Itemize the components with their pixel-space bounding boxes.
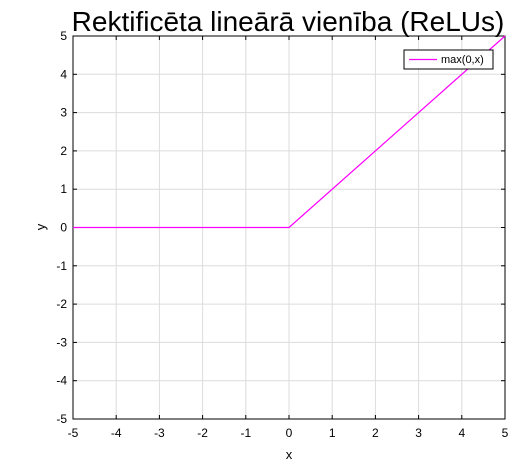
x-tick-label: 4	[458, 426, 465, 440]
y-tick-label: -5	[56, 412, 67, 426]
legend-box	[403, 49, 494, 70]
y-tick-label: -2	[56, 297, 67, 311]
y-tick-label: 5	[60, 29, 67, 43]
y-tick-label: 1	[60, 182, 67, 196]
y-tick-label: 4	[60, 67, 67, 81]
y-axis-label: y	[33, 223, 48, 230]
x-tick-label: -1	[240, 426, 251, 440]
series-layer	[73, 35, 506, 229]
x-tick-label: 5	[502, 426, 509, 440]
axis-tick-labels: -5 -4 -3 -2 -1 0 1 2 3 4 5 -5 -4 -3 -2 -1 0 1 2 3 4 5	[56, 29, 508, 440]
x-tick-label: -4	[111, 426, 122, 440]
x-tick-label: 0	[286, 426, 293, 440]
x-axis-label: x	[286, 447, 293, 462]
x-tick-label: -3	[154, 426, 165, 440]
y-tick-label: -4	[56, 374, 67, 388]
y-tick-label: 2	[60, 144, 67, 158]
chart-title: Rektificēta lineārā vienība (ReLUs)	[72, 6, 505, 37]
axis-ticks	[72, 35, 506, 420]
x-tick-label: -2	[197, 426, 208, 440]
legend-label: max(0,x)	[441, 54, 484, 66]
y-tick-label: -3	[56, 335, 67, 349]
x-tick-label: 1	[329, 426, 336, 440]
x-tick-label: -5	[68, 426, 79, 440]
series-line	[73, 35, 506, 229]
x-tick-label: 2	[372, 426, 379, 440]
y-tick-label: 0	[60, 221, 67, 235]
y-tick-label: 3	[60, 106, 67, 120]
x-tick-label: 3	[415, 426, 422, 440]
y-tick-label: -1	[56, 259, 67, 273]
legend: max(0,x)	[403, 49, 494, 70]
